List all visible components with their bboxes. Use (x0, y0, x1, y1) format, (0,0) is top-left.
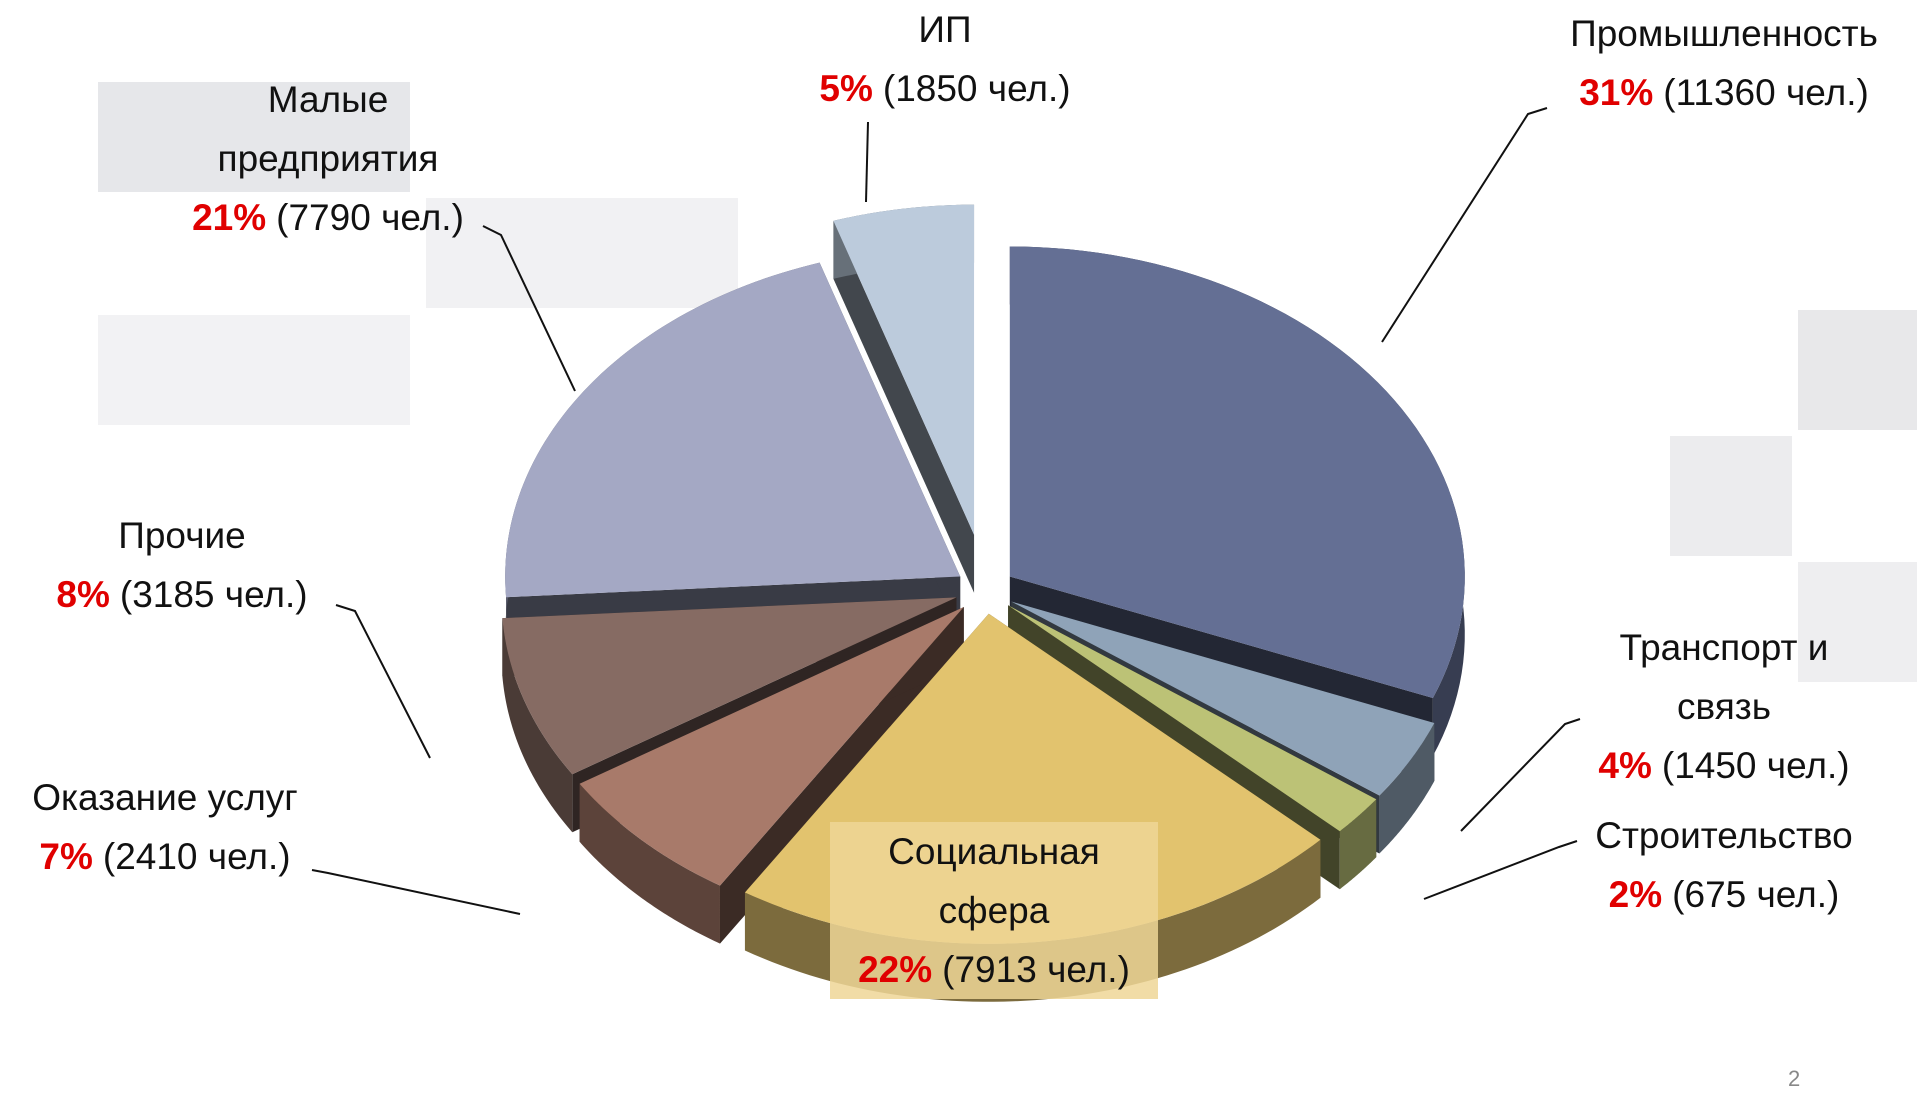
slice-side (1379, 723, 1435, 854)
slice-side (579, 783, 720, 944)
value-line: 21% (7790 чел.) (178, 188, 478, 247)
slice-side (502, 618, 573, 833)
slice-label: ИП 5% (1850 чел.) (819, 0, 1070, 118)
slice-label: Оказание услуг 7% (2410 чел.) (32, 768, 298, 886)
percent-label: 5% (819, 68, 873, 109)
pie-slice (1011, 601, 1435, 796)
pie-slice (1009, 246, 1465, 698)
percent-label: 22% (858, 949, 933, 990)
count-label: (11360 чел.) (1663, 72, 1869, 113)
pie-slice (505, 262, 961, 598)
value-line: 4% (1450 чел.) (1598, 736, 1849, 795)
slice-label: Малые предприятия 21% (7790 чел.) (178, 70, 478, 247)
percent-label: 31% (1579, 72, 1654, 113)
percent-label: 8% (56, 574, 110, 615)
category-name: Малые предприятия (217, 79, 439, 179)
percent-label: 7% (39, 836, 93, 877)
count-label: (1850 чел.) (882, 68, 1071, 109)
slice-wall (833, 220, 975, 593)
slice-label: Социальная сфера 22% (7913 чел.) (830, 822, 1158, 999)
percent-label: 21% (192, 197, 267, 238)
category-name: Транспорт и связь (1619, 627, 1829, 727)
value-line: 8% (3185 чел.) (56, 565, 307, 624)
pie-slice (579, 606, 964, 886)
count-label: (7790 чел.) (276, 197, 464, 238)
count-label: (2410 чел.) (102, 836, 291, 877)
percent-label: 2% (1608, 874, 1663, 915)
pie-slice (502, 597, 957, 775)
slice-label: Промышленность 31% (11360 чел.) (1570, 4, 1878, 122)
count-label: (3185 чел.) (119, 574, 308, 615)
pie-slice (833, 204, 975, 535)
value-line: 5% (1850 чел.) (819, 59, 1070, 118)
category-name: Оказание услуг (32, 777, 298, 818)
background-decor (98, 82, 1917, 682)
value-line: 2% (675 чел.) (1595, 865, 1853, 924)
slice-side (1339, 799, 1377, 890)
slice-label: Строительство 2% (675 чел.) (1595, 806, 1853, 924)
percent-label: 4% (1598, 745, 1652, 786)
count-label: (675 чел.) (1672, 874, 1840, 915)
page-number: 2 (1788, 1066, 1801, 1091)
value-line: 31% (11360 чел.) (1570, 63, 1878, 122)
category-name: Социальная сфера (888, 831, 1100, 931)
leader-lines (311, 107, 1581, 915)
category-name: ИП (918, 9, 972, 50)
count-label: (7913 чел.) (942, 949, 1130, 990)
count-label: (1450 чел.) (1661, 745, 1850, 786)
category-name: Промышленность (1570, 13, 1878, 54)
slice-label: Транспорт и связь 4% (1450 чел.) (1598, 618, 1849, 795)
slice-label: Прочие 8% (3185 чел.) (56, 506, 307, 624)
category-name: Прочие (118, 515, 246, 556)
value-line: 7% (2410 чел.) (32, 827, 298, 886)
pie-slice (1008, 605, 1377, 832)
value-line: 22% (7913 чел.) (844, 940, 1144, 999)
category-name: Строительство (1595, 815, 1853, 856)
